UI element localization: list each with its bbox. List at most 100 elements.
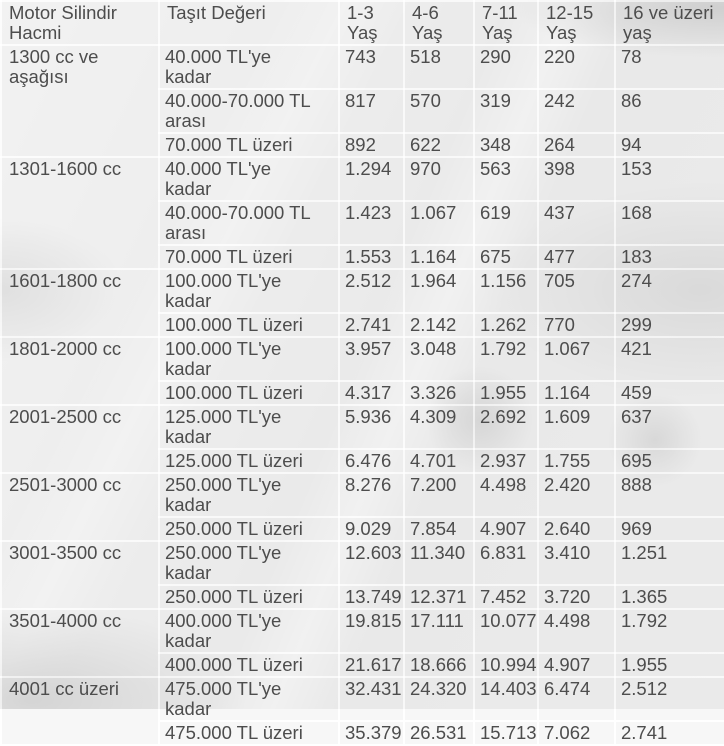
vehicle-value-cell: 100.000 TL üzeri <box>158 380 340 406</box>
column-header: Motor Silindir Hacmi <box>0 0 160 46</box>
vehicle-value-cell: 400.000 TL üzeri <box>158 652 340 678</box>
tax-amount-cell: 2.937 <box>473 448 539 474</box>
column-header-line: Motor Silindir <box>9 2 117 23</box>
vehicle-value-cell: 125.000 TL üzeri <box>158 448 340 474</box>
tax-amount-cell: 15.713 <box>473 720 539 746</box>
tax-amount-cell: 18.666 <box>403 652 475 678</box>
vehicle-value-line: 70.000 TL üzeri <box>165 134 293 155</box>
tax-amount-cell: 4.498 <box>473 472 539 518</box>
vehicle-value-line: kadar <box>165 290 212 311</box>
vehicle-value-cell: 40.000-70.000 TL arası <box>158 88 340 134</box>
tax-amount-cell: 2.692 <box>473 404 539 450</box>
vehicle-value-line: 40.000 TL'ye <box>165 46 272 67</box>
engine-size-line: 2501-3000 cc <box>9 474 122 495</box>
tax-amount-cell: 2.640 <box>537 516 616 542</box>
vehicle-value-cell: 250.000 TL'ye kadar <box>158 472 340 518</box>
tax-amount-cell: 1.164 <box>537 380 616 406</box>
tax-amount-cell: 3.720 <box>537 584 616 610</box>
column-header-line: 12-15 <box>546 2 594 23</box>
tax-amount-cell: 2.420 <box>537 472 616 518</box>
tax-amount-cell: 12.603 <box>338 540 405 586</box>
tax-amount-cell: 970 <box>403 156 475 202</box>
tax-amount-cell: 1.423 <box>338 200 405 246</box>
engine-size-cell: 2501-3000 cc <box>0 472 160 542</box>
column-header: 7-11 Yaş <box>473 0 539 46</box>
engine-size-line: 1300 cc ve <box>9 46 99 67</box>
tax-amount-cell: 3.957 <box>338 336 405 382</box>
tax-amount-cell: 10.994 <box>473 652 539 678</box>
tax-amount-cell: 1.792 <box>614 608 724 654</box>
table-row: 1601-1800 cc 100.000 TL'ye kadar 2.512 1.964… <box>0 268 724 338</box>
vehicle-value-cell: 40.000 TL'ye kadar <box>158 156 340 202</box>
tax-amount-cell: 695 <box>614 448 724 474</box>
tax-amount-cell: 11.340 <box>403 540 475 586</box>
tax-amount-cell: 1.251 <box>614 540 724 586</box>
vehicle-value-line: 40.000-70.000 TL <box>165 90 311 111</box>
tax-amount-cell: 888 <box>614 472 724 518</box>
tax-amount-cell: 264 <box>537 132 616 158</box>
column-header-line: Yaş <box>482 22 513 43</box>
tax-amount-cell: 3.048 <box>403 336 475 382</box>
tax-amount-cell: 7.452 <box>473 584 539 610</box>
vehicle-value-line: 100.000 TL'ye <box>165 338 282 359</box>
table-row: 2001-2500 cc 125.000 TL'ye kadar 5.936 4.309… <box>0 404 724 474</box>
tax-amount-cell: 518 <box>403 44 475 90</box>
vehicle-value-cell: 100.000 TL üzeri <box>158 312 340 338</box>
table-row: 400.000 TL üzeri 21.617 18.666 10.994 4.907 1… <box>1 652 724 678</box>
table-row: 250.000 TL üzeri 9.029 7.854 4.907 2.640 969 <box>1 516 724 542</box>
tax-amount-cell: 1.262 <box>473 312 539 338</box>
column-header-line: 16 ve üzeri <box>623 2 714 23</box>
column-header-line: 7-11 <box>482 2 518 23</box>
table-row: 3501-4000 cc 400.000 TL'ye kadar 19.815 17.1… <box>0 608 724 678</box>
header-row: Motor Silindir Hacmi Taşıt Değeri 1-3 Yaş 4-6… <box>0 0 724 46</box>
engine-size-cell: 2001-2500 cc <box>0 404 160 474</box>
vehicle-value-line: 40.000 TL'ye <box>165 158 272 179</box>
vehicle-value-line: kadar <box>165 178 212 199</box>
vehicle-value-line: 125.000 TL üzeri <box>165 450 303 471</box>
vehicle-value-line: 100.000 TL üzeri <box>165 382 303 403</box>
tax-amount-cell: 21.617 <box>338 652 405 678</box>
vehicle-value-cell: 250.000 TL üzeri <box>158 584 340 610</box>
vehicle-value-cell: 40.000 TL'ye kadar <box>158 44 340 90</box>
table-row: 4001 cc üzeri 475.000 TL'ye kadar 32.431 24.… <box>0 676 724 746</box>
tax-amount-cell: 3.410 <box>537 540 616 586</box>
tax-amount-cell: 10.077 <box>473 608 539 654</box>
engine-size-cell: 1300 cc ve aşağısı <box>0 44 160 158</box>
tax-amount-cell: 1.609 <box>537 404 616 450</box>
engine-size-line: 2001-2500 cc <box>9 406 122 427</box>
vehicle-value-line: 475.000 TL üzeri <box>165 722 303 743</box>
tax-amount-cell: 570 <box>403 88 475 134</box>
tax-amount-cell: 14.403 <box>473 676 539 722</box>
column-header-line: yaş <box>623 22 652 43</box>
tax-amount-cell: 299 <box>614 312 724 338</box>
vehicle-value-line: 40.000-70.000 TL <box>165 202 311 223</box>
tax-amount-cell: 4.907 <box>473 516 539 542</box>
vehicle-value-cell: 125.000 TL'ye kadar <box>158 404 340 450</box>
tax-amount-cell: 220 <box>537 44 616 90</box>
tax-amount-cell: 3.326 <box>403 380 475 406</box>
tax-amount-cell: 459 <box>614 380 724 406</box>
tax-amount-cell: 477 <box>537 244 616 270</box>
vehicle-value-cell: 475.000 TL'ye kadar <box>158 676 340 722</box>
tax-amount-cell: 563 <box>473 156 539 202</box>
tax-amount-cell: 24.320 <box>403 676 475 722</box>
engine-size-line: 4001 cc üzeri <box>9 678 120 699</box>
column-header-line: Yaş <box>412 22 443 43</box>
vehicle-value-line: kadar <box>165 494 212 515</box>
column-header: 4-6 Yaş <box>403 0 475 46</box>
tax-amount-cell: 1.955 <box>614 652 724 678</box>
table-row: 1300 cc ve aşağısı 40.000 TL'ye kadar 743 518… <box>0 44 724 158</box>
tax-amount-cell: 705 <box>537 268 616 314</box>
vehicle-value-cell: 100.000 TL'ye kadar <box>158 336 340 382</box>
tax-amount-cell: 17.111 <box>403 608 475 654</box>
vehicle-value-cell: 100.000 TL'ye kadar <box>158 268 340 314</box>
tax-amount-cell: 4.498 <box>537 608 616 654</box>
tax-amount-cell: 1.365 <box>614 584 724 610</box>
tax-amount-cell: 1.067 <box>537 336 616 382</box>
tax-amount-cell: 1.164 <box>403 244 475 270</box>
engine-size-cell: 1301-1600 cc <box>0 156 160 270</box>
table-body: 1300 cc ve aşağısı 40.000 TL'ye kadar 743 518… <box>0 44 724 746</box>
column-header-line: Yaş <box>347 22 378 43</box>
vehicle-value-line: 250.000 TL üzeri <box>165 518 303 539</box>
